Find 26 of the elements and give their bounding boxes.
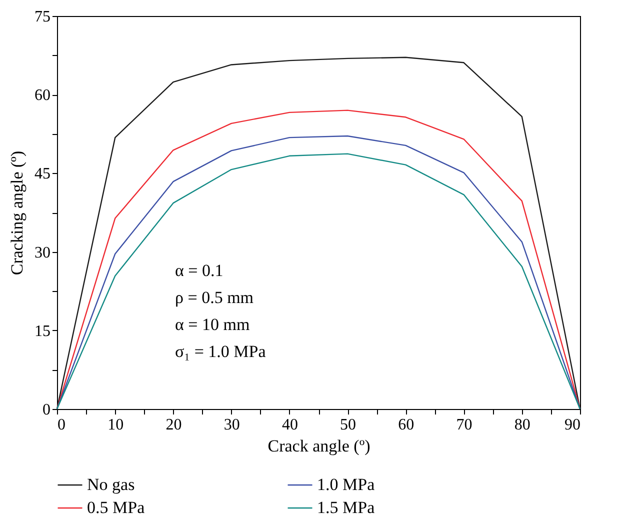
x-axis-title: Crack angle (º): [268, 436, 370, 456]
x-tick-label: 30: [224, 416, 240, 434]
legend-label: 1.5 MPa: [317, 498, 376, 517]
x-tick-label: 50: [340, 416, 356, 434]
y-tick-label: 75: [34, 8, 50, 26]
y-tick-label: 45: [34, 166, 50, 183]
y-tick-label: 60: [34, 87, 50, 104]
annotation: σ₁ = 1.0 MPa: [175, 342, 266, 361]
y-tick-label: 15: [34, 322, 50, 340]
x-tick-label: 90: [564, 416, 580, 434]
x-tick-label: 10: [108, 416, 124, 434]
y-tick-label: 0: [42, 402, 50, 418]
x-tick-label: 80: [514, 416, 530, 434]
x-tick-label: 70: [456, 416, 472, 434]
annotation: ρ = 0.5 mm: [175, 288, 254, 307]
x-tick-label: 0: [58, 416, 66, 434]
y-tick-label: 30: [34, 244, 50, 262]
x-tick-label: 40: [282, 416, 298, 434]
x-tick-label: 20: [166, 416, 182, 434]
legend-label: No gas: [87, 475, 135, 494]
legend-label: 1.0 MPa: [317, 475, 376, 494]
annotation: α = 10 mm: [175, 315, 250, 334]
legend-label: 0.5 MPa: [87, 498, 146, 517]
x-tick-label: 60: [398, 416, 414, 434]
y-axis-title: Cracking angle (º): [8, 150, 26, 276]
annotation: α = 0.1: [175, 261, 224, 280]
